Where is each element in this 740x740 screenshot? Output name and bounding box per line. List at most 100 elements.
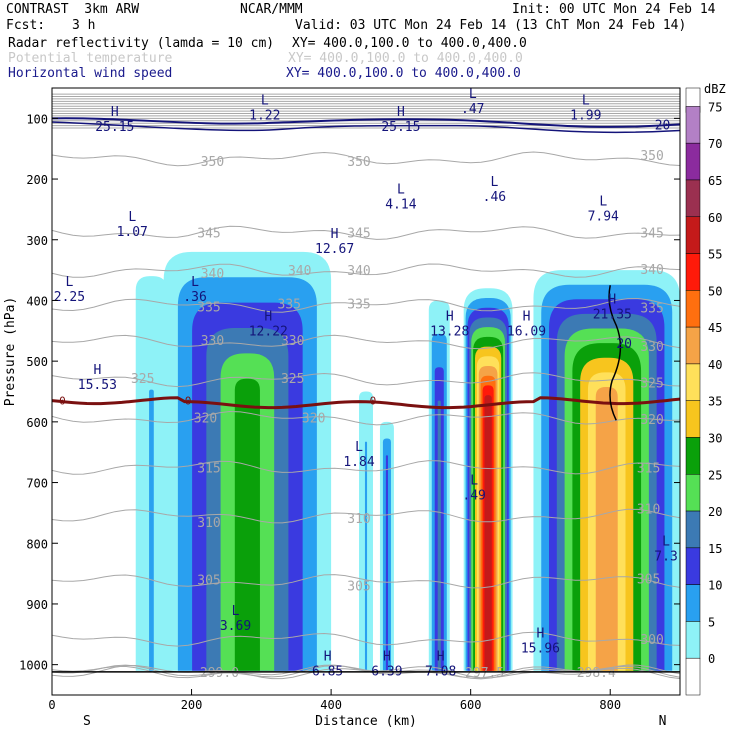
- colorbar-swatch: [685, 326, 701, 365]
- theta-label: 345: [347, 226, 370, 241]
- wind-extremum-L: L: [490, 175, 498, 190]
- theta-contour-325: [52, 372, 680, 388]
- colorbar-swatch: [685, 106, 701, 144]
- theta-label: 320: [302, 412, 325, 427]
- colorbar-label: 35: [708, 395, 722, 409]
- theta-label: 330: [201, 334, 224, 349]
- wind-extremum-H: H: [93, 363, 101, 378]
- theta-label: 340: [201, 267, 224, 282]
- theta-label: 300: [640, 633, 663, 648]
- wind-extremum-value: 1.22: [249, 109, 280, 124]
- theta-label: 345: [197, 226, 220, 241]
- wind-jet-contour: [52, 117, 680, 128]
- x-tick-label: 800: [599, 698, 621, 712]
- wind-extremum-L: L: [582, 94, 590, 109]
- theta-label: 310: [347, 512, 370, 527]
- field-reflectivity-name: Radar reflectivity (lamda = 10 cm): [8, 36, 275, 51]
- colorbar-label: 30: [708, 431, 722, 445]
- wind-extremum-value: 3.69: [220, 619, 251, 634]
- wind-extremum-H: H: [324, 650, 332, 665]
- theta-label: 320: [640, 413, 663, 428]
- colorbar-swatch: [685, 400, 701, 438]
- wind-extremum-L: L: [599, 194, 607, 209]
- theta-label: 310: [197, 516, 220, 531]
- reflectivity-cell-1-dbz-30: [234, 378, 260, 671]
- theta-label: 350: [640, 149, 663, 164]
- wind-extremum-H: H: [446, 310, 454, 325]
- wind-extremum-value: 15.53: [78, 378, 117, 393]
- y-tick-label: 400: [26, 294, 48, 308]
- wind-cell-contour: [608, 285, 622, 421]
- wind-extremum-H: H: [397, 105, 405, 120]
- north-label: N: [659, 714, 667, 729]
- y-tick-label: 500: [26, 355, 48, 369]
- theta-contour-350: [52, 151, 680, 167]
- reflectivity-cell-4-dbz-20: [437, 400, 441, 671]
- theta-label: 299.0: [200, 666, 239, 681]
- theta-contour-340: [52, 263, 680, 278]
- theta-label: 315: [637, 461, 660, 476]
- colorbar-label: 10: [708, 579, 722, 593]
- wind-extremum-L: L: [355, 440, 363, 455]
- theta-label: 325: [281, 372, 304, 387]
- colorbar-swatch: [685, 363, 701, 401]
- theta-label: 340: [347, 264, 370, 279]
- theta-label: 350: [201, 155, 224, 170]
- theta-label: 305: [347, 580, 370, 595]
- colorbar-label: 25: [708, 468, 722, 482]
- theta-label: 298.4: [577, 666, 616, 681]
- theta-label: 320: [194, 412, 217, 427]
- y-tick-label: 200: [26, 173, 48, 187]
- wind-extremum-L: L: [191, 275, 199, 290]
- colorbar-swatch: [685, 290, 701, 328]
- theta-label: 340: [640, 263, 663, 278]
- theta-label: 350: [347, 155, 370, 170]
- wind-extremum-value: .49: [462, 489, 485, 504]
- reflectivity-layer: [135, 251, 680, 671]
- wind-extremum-L: L: [469, 87, 477, 102]
- wind-extremum-H: H: [523, 310, 531, 325]
- freezing-level-label: 0: [370, 395, 377, 408]
- wind-extremum-value: 7.3: [654, 549, 677, 564]
- theta-label: 335: [278, 297, 301, 312]
- x-tick-label: 400: [320, 698, 342, 712]
- y-tick-label: 300: [26, 234, 48, 248]
- field-theta-xy: XY= 400.0,100.0 to 400.0,400.0: [288, 51, 523, 66]
- colorbar-label: 55: [708, 248, 722, 262]
- reflectivity-cell-6-dbz-45: [595, 386, 618, 671]
- colorbar-label: 0: [708, 652, 715, 666]
- wind-extremum-L: L: [397, 182, 405, 197]
- colorbar-label: 45: [708, 321, 722, 335]
- wind-extremum-value: 13.28: [430, 325, 469, 340]
- wind-extremum-L: L: [128, 210, 136, 225]
- colorbar-label: 65: [708, 174, 722, 188]
- colorbar-swatch: [685, 437, 701, 475]
- y-tick-label: 900: [26, 598, 48, 612]
- reflectivity-cell-5-dbz-60: [484, 395, 492, 671]
- colorbar-label: 60: [708, 211, 722, 225]
- wind-extremum-value: 15.96: [521, 642, 560, 657]
- theta-label: 335: [347, 297, 370, 312]
- wind-extremum-L: L: [662, 534, 670, 549]
- org-label: NCAR/MMM: [240, 2, 303, 17]
- wind-extremum-value: 21.35: [593, 308, 632, 323]
- y-tick-label: 1000: [19, 659, 48, 673]
- init-time: Init: 00 UTC Mon 24 Feb 14: [512, 2, 716, 17]
- wind-extremum-value: 25.15: [95, 120, 134, 135]
- theta-label: 335: [197, 301, 220, 316]
- theta-label: 305: [197, 574, 220, 589]
- theta-contour-297.5: [52, 664, 680, 680]
- model-title: CONTRAST 3km ARW: [6, 2, 140, 17]
- y-tick-label: 800: [26, 537, 48, 551]
- wind-extremum-H: H: [537, 627, 545, 642]
- colorbar-label: 5: [708, 615, 715, 629]
- wind-extremum-value: 12.67: [315, 242, 354, 257]
- axes-layer: 0 200 400 600 800100200300400500600700800900…: [3, 87, 681, 729]
- theta-label: 330: [281, 334, 304, 349]
- wind-extremum-value: 16.09: [507, 325, 546, 340]
- wind-extremum-H: H: [331, 227, 339, 242]
- colorbar-swatch: [685, 657, 701, 696]
- wind-contour-label: 20: [616, 337, 632, 352]
